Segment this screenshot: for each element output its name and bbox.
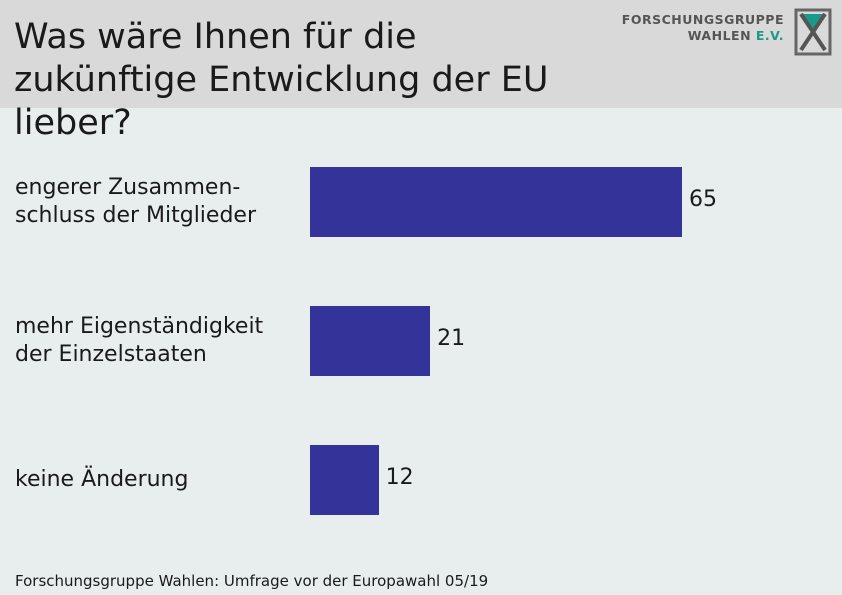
data-label: 21 [437,326,466,351]
category-label: engerer Zusammen- schluss der Mitglieder [15,175,257,228]
category-label: keine Änderung [15,467,189,492]
header: Was wäre Ihnen für die zukünftige Entwic… [0,0,842,143]
chart-title: Was wäre Ihnen für die zukünftige Entwic… [14,17,549,143]
logo-line-2: WAHLEN E.V. [622,28,784,44]
bar [310,167,682,237]
source-note: Forschungsgruppe Wahlen: Umfrage vor der… [15,572,489,590]
bar [310,306,431,376]
category-label: mehr Eigenständigkeit der Einzelstaaten [15,314,264,367]
logo-text: FORSCHUNGSGRUPPE WAHLEN E.V. [622,12,784,44]
bar-chart: engerer Zusammen- schluss der Mitglieder… [0,108,842,568]
logo-line-2-accent: E.V. [755,28,784,43]
logo: FORSCHUNGSGRUPPE WAHLEN E.V. [622,8,836,58]
logo-line-2-main: WAHLEN [687,28,752,43]
data-label: 65 [689,187,717,212]
data-label: 12 [385,465,414,490]
logo-line-1: FORSCHUNGSGRUPPE [621,12,784,27]
ballot-x-icon [794,8,832,56]
bar [310,445,379,515]
